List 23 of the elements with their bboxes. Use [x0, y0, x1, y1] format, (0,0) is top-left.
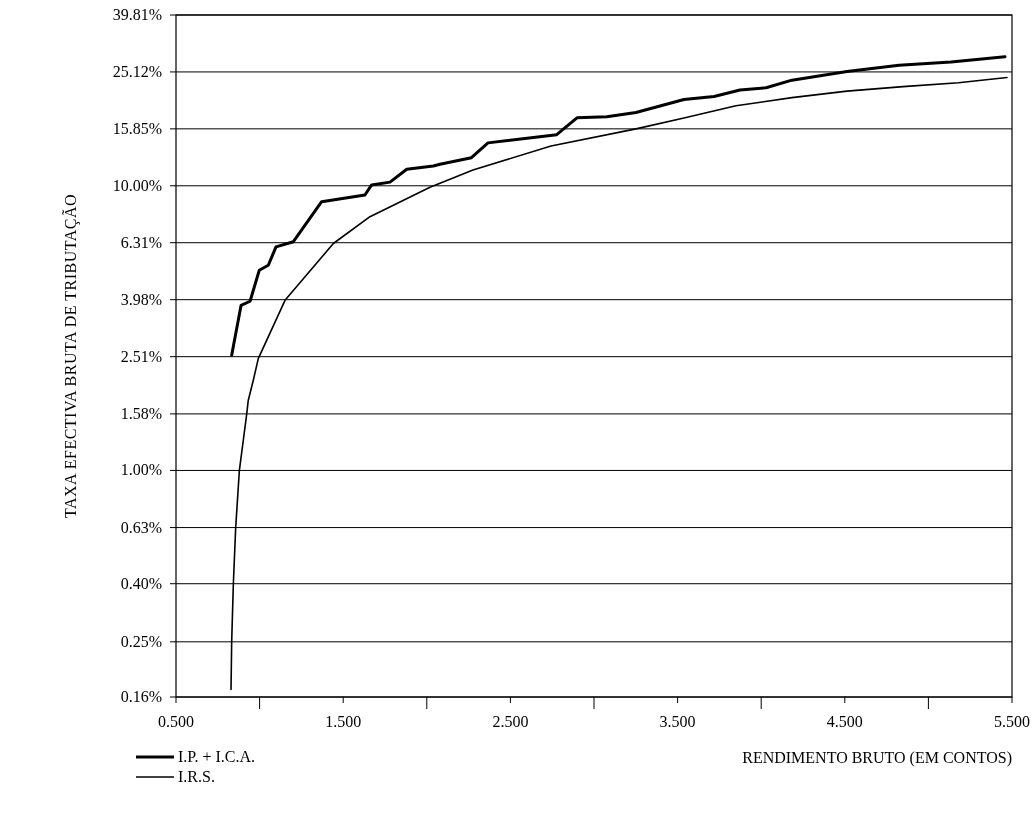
legend-label: I.R.S.: [178, 768, 215, 785]
x-tick-label: 3.500: [659, 713, 696, 730]
y-tick-label: 1.58%: [120, 404, 162, 422]
y-tick-label: 39.81%: [112, 6, 162, 23]
y-tick-label: 25.12%: [112, 62, 162, 80]
y-tick-label: 1.00%: [120, 461, 162, 479]
x-tick-label: 4.500: [826, 713, 863, 730]
x-tick-label: 0.500: [158, 713, 194, 730]
y-axis-title: TAXA EFECTIVA BRUTA DE TRIBUTAÇÃO: [62, 193, 80, 519]
y-tick-label: 10.00%: [112, 176, 162, 194]
x-tick-label: 2.500: [492, 713, 529, 730]
x-tick-label: 1.500: [325, 713, 362, 730]
x-tick-label: 5.500: [994, 713, 1030, 730]
y-tick-label: 0.40%: [120, 574, 162, 592]
y-tick-label: 2.51%: [120, 347, 162, 365]
y-tick-label: 6.31%: [120, 233, 162, 251]
y-tick-label: 0.63%: [120, 518, 162, 536]
x-axis-title: RENDIMENTO BRUTO (EM CONTOS): [742, 749, 1012, 767]
y-tick-label: 3.98%: [120, 290, 162, 308]
legend-label: I.P. + I.C.A.: [178, 748, 256, 765]
y-tick-label: 15.85%: [112, 119, 162, 137]
y-tick-label: 0.25%: [120, 632, 162, 650]
y-tick-label: 0.16%: [120, 688, 162, 705]
